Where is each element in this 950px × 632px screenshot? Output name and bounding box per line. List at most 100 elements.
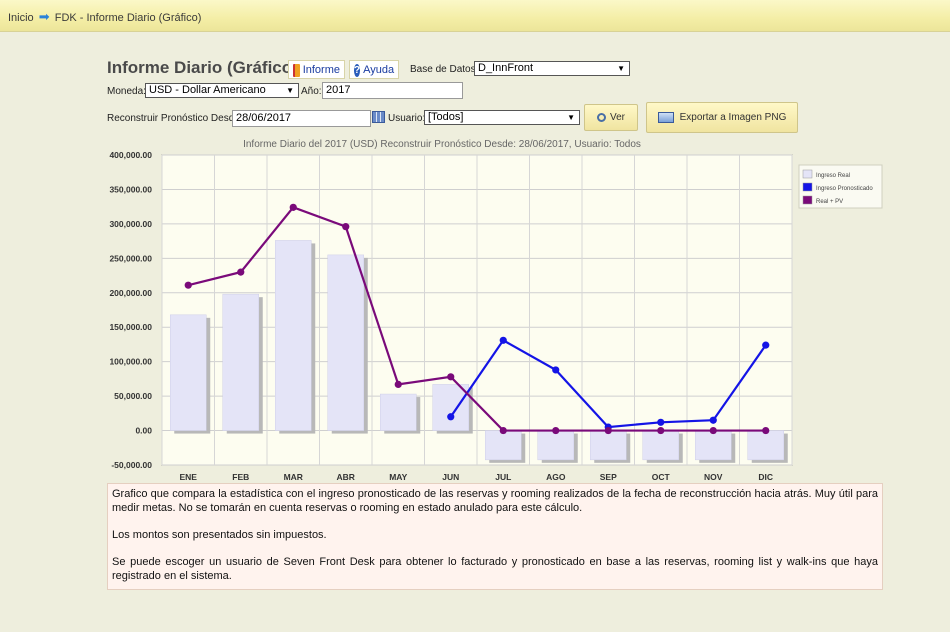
data-point bbox=[289, 203, 297, 211]
db-label: Base de Datos: bbox=[410, 64, 479, 75]
description-paragraph: Grafico que compara la estadística con e… bbox=[112, 488, 878, 514]
moneda-label: Moneda: bbox=[107, 86, 146, 97]
bar bbox=[695, 430, 732, 461]
x-tick-label: AGO bbox=[546, 472, 566, 482]
data-point bbox=[657, 426, 665, 435]
anio-input[interactable]: 2017 bbox=[322, 82, 463, 99]
description-paragraph: Los montos son presentados sin impuestos… bbox=[112, 529, 327, 541]
bar bbox=[222, 293, 259, 431]
y-tick-label: -50,000.00 bbox=[111, 460, 152, 470]
db-select[interactable]: D_InnFront ▼ bbox=[474, 61, 630, 76]
legend-label: Real + PV bbox=[816, 199, 843, 205]
breadcrumb: Inicio ➡ FDK - Informe Diario (Gráfico) bbox=[0, 0, 950, 32]
bar bbox=[642, 430, 679, 461]
bar bbox=[537, 430, 574, 461]
data-point bbox=[394, 380, 402, 388]
data-point bbox=[552, 426, 560, 435]
data-point bbox=[447, 413, 455, 421]
bar bbox=[380, 393, 417, 431]
legend-label: Ingreso Real bbox=[816, 173, 850, 179]
chart-title: Informe Diario del 2017 (USD) Reconstrui… bbox=[243, 139, 641, 150]
data-point bbox=[184, 281, 192, 289]
y-tick-label: 50,000.00 bbox=[114, 391, 152, 401]
legend-swatch bbox=[802, 169, 813, 179]
y-tick-label: 200,000.00 bbox=[109, 288, 152, 298]
page-title: Informe Diario (Gráfico) bbox=[107, 58, 298, 77]
book-icon bbox=[293, 63, 300, 77]
data-point bbox=[709, 426, 717, 435]
arrow-right-icon: ➡ bbox=[38, 9, 50, 24]
description-paragraph: Se puede escoger un usuario de Seven Fro… bbox=[112, 556, 878, 582]
data-point bbox=[342, 223, 350, 231]
data-point bbox=[237, 268, 245, 276]
data-point bbox=[552, 366, 560, 374]
search-icon bbox=[596, 113, 606, 122]
legend-box bbox=[798, 164, 883, 209]
data-point bbox=[499, 426, 507, 435]
informe-label: Informe bbox=[302, 64, 340, 76]
y-tick-label: 150,000.00 bbox=[109, 322, 152, 332]
data-point bbox=[709, 416, 717, 424]
anio-label: Año: bbox=[301, 86, 322, 97]
x-tick-label: MAY bbox=[389, 472, 407, 482]
export-label: Exportar a Imagen PNG bbox=[679, 112, 787, 123]
bar bbox=[170, 314, 207, 431]
x-tick-label: MAR bbox=[284, 472, 303, 482]
y-tick-label: 400,000.00 bbox=[109, 150, 152, 160]
data-point bbox=[447, 373, 455, 381]
desde-input[interactable]: 28/06/2017 bbox=[232, 110, 371, 127]
export-png-button[interactable]: Exportar a Imagen PNG bbox=[646, 102, 798, 133]
x-tick-label: ABR bbox=[337, 472, 355, 482]
data-point bbox=[604, 426, 612, 435]
legend-label: Ingreso Pronosticado bbox=[816, 186, 873, 192]
chevron-down-icon: ▼ bbox=[286, 86, 294, 95]
bar bbox=[747, 430, 784, 461]
y-tick-label: 350,000.00 bbox=[109, 184, 152, 194]
x-tick-label: NOV bbox=[704, 472, 723, 482]
image-icon bbox=[657, 112, 674, 123]
legend-swatch bbox=[802, 182, 813, 192]
x-tick-label: JUL bbox=[495, 472, 511, 482]
legend-swatch bbox=[802, 195, 813, 205]
series-line bbox=[187, 206, 766, 432]
desde-label: Reconstruir Pronóstico Desde: bbox=[107, 113, 243, 124]
bar bbox=[485, 430, 522, 461]
moneda-select[interactable]: USD - Dollar Americano ▼ bbox=[145, 83, 299, 98]
data-point bbox=[499, 336, 507, 344]
x-tick-label: JUN bbox=[442, 472, 459, 482]
data-point bbox=[762, 426, 770, 435]
moneda-value: USD - Dollar Americano bbox=[149, 84, 266, 96]
calendar-icon[interactable] bbox=[372, 111, 385, 123]
usuario-label: Usuario: bbox=[388, 113, 426, 124]
x-tick-label: ENE bbox=[180, 472, 198, 482]
x-tick-label: FEB bbox=[232, 472, 249, 482]
bar bbox=[327, 254, 364, 431]
chevron-down-icon: ▼ bbox=[567, 113, 575, 122]
breadcrumb-current: FDK - Informe Diario (Gráfico) bbox=[54, 12, 202, 24]
ayuda-button[interactable]: ? Ayuda bbox=[349, 60, 399, 79]
usuario-select[interactable]: [Todos] ▼ bbox=[424, 110, 580, 125]
ayuda-label: Ayuda bbox=[363, 64, 395, 76]
ver-button[interactable]: Ver bbox=[584, 104, 638, 131]
bar bbox=[590, 430, 627, 461]
description-box: Grafico que compara la estadística con e… bbox=[107, 483, 883, 590]
db-value: D_InnFront bbox=[478, 62, 534, 74]
x-tick-label: DIC bbox=[758, 472, 773, 482]
informe-button[interactable]: Informe bbox=[288, 60, 345, 79]
y-tick-label: 250,000.00 bbox=[109, 253, 152, 263]
x-tick-label: OCT bbox=[652, 472, 671, 482]
ver-label: Ver bbox=[609, 112, 625, 123]
bar bbox=[275, 240, 312, 431]
bar bbox=[432, 384, 469, 431]
help-icon: ? bbox=[354, 63, 361, 77]
usuario-value: [Todos] bbox=[428, 111, 464, 123]
y-tick-label: 300,000.00 bbox=[109, 219, 152, 229]
breadcrumb-home-link[interactable]: Inicio bbox=[8, 12, 34, 24]
x-tick-label: SEP bbox=[600, 472, 617, 482]
y-tick-label: 0.00 bbox=[135, 426, 152, 436]
data-point bbox=[762, 341, 770, 349]
chevron-down-icon: ▼ bbox=[617, 64, 625, 73]
y-tick-label: 100,000.00 bbox=[109, 357, 152, 367]
data-point bbox=[657, 418, 665, 426]
